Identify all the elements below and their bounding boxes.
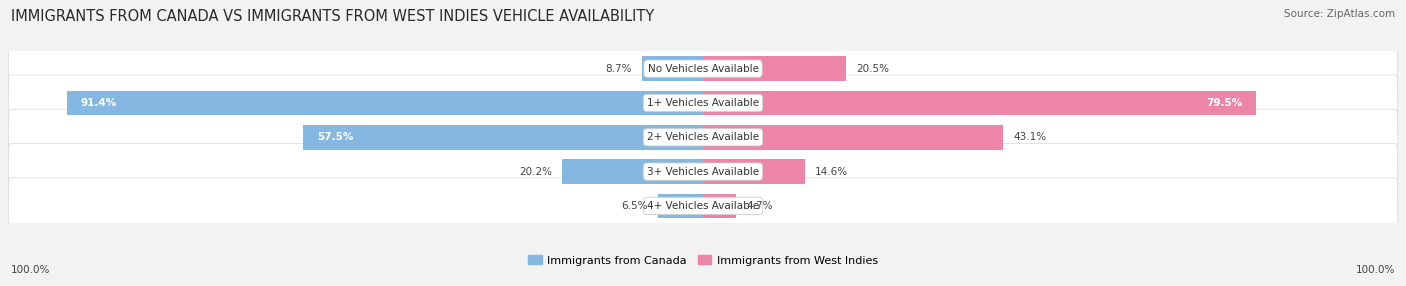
Bar xyxy=(703,194,735,218)
FancyBboxPatch shape xyxy=(8,41,1398,97)
Text: IMMIGRANTS FROM CANADA VS IMMIGRANTS FROM WEST INDIES VEHICLE AVAILABILITY: IMMIGRANTS FROM CANADA VS IMMIGRANTS FRO… xyxy=(11,9,655,23)
Text: 100.0%: 100.0% xyxy=(11,265,51,275)
Bar xyxy=(643,56,703,81)
Text: 4.7%: 4.7% xyxy=(747,201,773,211)
FancyBboxPatch shape xyxy=(8,109,1398,165)
Text: 20.2%: 20.2% xyxy=(519,167,553,176)
Text: 43.1%: 43.1% xyxy=(1014,132,1046,142)
Text: 20.5%: 20.5% xyxy=(856,64,889,74)
Text: No Vehicles Available: No Vehicles Available xyxy=(648,64,758,74)
Bar xyxy=(658,194,703,218)
Text: 91.4%: 91.4% xyxy=(80,98,117,108)
Bar xyxy=(703,159,804,184)
Text: 3+ Vehicles Available: 3+ Vehicles Available xyxy=(647,167,759,176)
Bar xyxy=(67,91,703,115)
Text: 100.0%: 100.0% xyxy=(1355,265,1395,275)
Text: 2+ Vehicles Available: 2+ Vehicles Available xyxy=(647,132,759,142)
FancyBboxPatch shape xyxy=(8,75,1398,131)
Bar xyxy=(703,56,845,81)
Text: 57.5%: 57.5% xyxy=(316,132,353,142)
Bar xyxy=(703,91,1257,115)
Bar xyxy=(562,159,703,184)
Text: Source: ZipAtlas.com: Source: ZipAtlas.com xyxy=(1284,9,1395,19)
Bar xyxy=(703,125,1002,150)
Text: 1+ Vehicles Available: 1+ Vehicles Available xyxy=(647,98,759,108)
Text: 6.5%: 6.5% xyxy=(621,201,647,211)
Text: 79.5%: 79.5% xyxy=(1206,98,1243,108)
Text: 14.6%: 14.6% xyxy=(815,167,848,176)
Text: 4+ Vehicles Available: 4+ Vehicles Available xyxy=(647,201,759,211)
Text: 8.7%: 8.7% xyxy=(606,64,633,74)
Legend: Immigrants from Canada, Immigrants from West Indies: Immigrants from Canada, Immigrants from … xyxy=(529,255,877,266)
FancyBboxPatch shape xyxy=(8,144,1398,200)
FancyBboxPatch shape xyxy=(8,178,1398,234)
Bar xyxy=(302,125,703,150)
